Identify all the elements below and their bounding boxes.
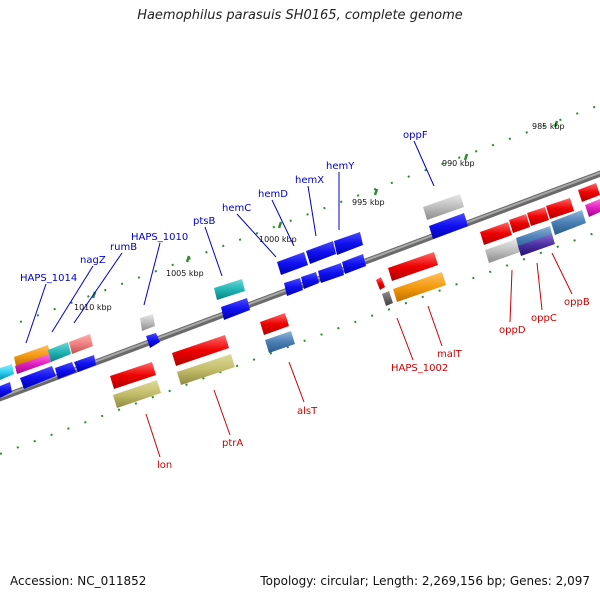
gene-label-HAPS_1002: HAPS_1002 [391, 363, 448, 374]
scale-label-1000: 1000 kbp [259, 235, 297, 244]
gene-block [393, 272, 446, 302]
gene-block [277, 252, 308, 275]
gene-block [20, 366, 56, 389]
gene-block [260, 313, 289, 335]
gene-block [423, 194, 464, 220]
accession-text: Accession: NC_011852 [10, 574, 147, 588]
reverse-genes [110, 198, 586, 408]
gene-block [110, 362, 156, 389]
scale-label-1010: 1010 kbp [74, 303, 112, 312]
gene-block [578, 183, 600, 202]
gene-block [74, 355, 96, 372]
gene-label-HAPS_1010: HAPS_1010 [131, 232, 188, 243]
gene-block [284, 278, 303, 296]
gene-block [0, 382, 12, 398]
gene-block [214, 279, 245, 300]
scale-label-1005: 1005 kbp [166, 269, 204, 278]
gene-block [388, 252, 438, 281]
forward-leader-lines [25, 140, 435, 344]
scale-label-995: 995 kbp [352, 198, 385, 207]
gene-block [69, 334, 93, 354]
gene-block [0, 364, 14, 380]
gene-block [546, 198, 574, 219]
gene-block [485, 239, 520, 263]
gene-block [301, 272, 319, 289]
reverse-gene-labels: oppB oppC oppD malT HAPS_1002 alsT ptrA … [157, 297, 590, 471]
gene-label-ptsB: ptsB [193, 216, 215, 227]
gene-block [172, 335, 229, 366]
gene-block [376, 277, 385, 290]
gene-label-ptrA: ptrA [222, 438, 243, 449]
gene-label-alsT: alsT [297, 406, 318, 417]
gene-block [177, 354, 235, 385]
gene-label-rumB: rumB [110, 242, 137, 253]
gene-block [265, 331, 295, 353]
gene-block [15, 354, 51, 374]
scale-label-990: 990 kbp [442, 159, 475, 168]
gene-block [48, 342, 71, 362]
outer-scale-track [19, 103, 600, 323]
gene-label-nagZ: nagZ [80, 255, 106, 266]
gene-block [527, 207, 549, 226]
gene-block [334, 232, 363, 255]
gene-block [382, 291, 393, 306]
scale-label-985: 985 kbp [532, 122, 565, 131]
gene-block [342, 254, 366, 274]
gene-block [14, 345, 50, 366]
inner-scale-track [0, 229, 600, 455]
gene-label-hemD: hemD [258, 189, 288, 200]
gene-block [318, 263, 344, 283]
gene-label-hemC: hemC [222, 203, 251, 214]
gene-label-hemY: hemY [326, 161, 355, 172]
gene-label-hemX: hemX [295, 175, 324, 186]
forward-genes [0, 183, 600, 398]
gene-block [509, 214, 530, 233]
gene-label-oppD: oppD [499, 325, 526, 336]
gene-block [55, 362, 76, 379]
gene-block [480, 222, 512, 245]
gene-block [113, 380, 161, 408]
map-title: Haemophilus parasuis SH0165, complete ge… [137, 8, 463, 23]
gene-block [306, 241, 336, 264]
gene-label-lon: lon [157, 460, 172, 471]
gene-block [146, 333, 160, 348]
gene-label-malT: malT [437, 349, 463, 360]
gene-block [518, 234, 555, 256]
reverse-leader-lines [145, 252, 573, 458]
gene-block [221, 298, 250, 320]
gene-block [551, 210, 586, 235]
gene-label-oppF: oppF [403, 130, 428, 141]
gene-label-oppC: oppC [531, 313, 557, 324]
gene-block [140, 314, 155, 331]
gene-block [585, 199, 600, 217]
forward-gene-labels: oppF hemY hemX hemD hemC ptsB HAPS_1010 … [20, 130, 428, 284]
gene-block [429, 213, 468, 239]
genome-summary-text: Topology: circular; Length: 2,269,156 bp… [260, 574, 590, 588]
gene-label-oppB: oppB [564, 297, 590, 308]
gene-label-HAPS_1014: HAPS_1014 [20, 273, 77, 284]
